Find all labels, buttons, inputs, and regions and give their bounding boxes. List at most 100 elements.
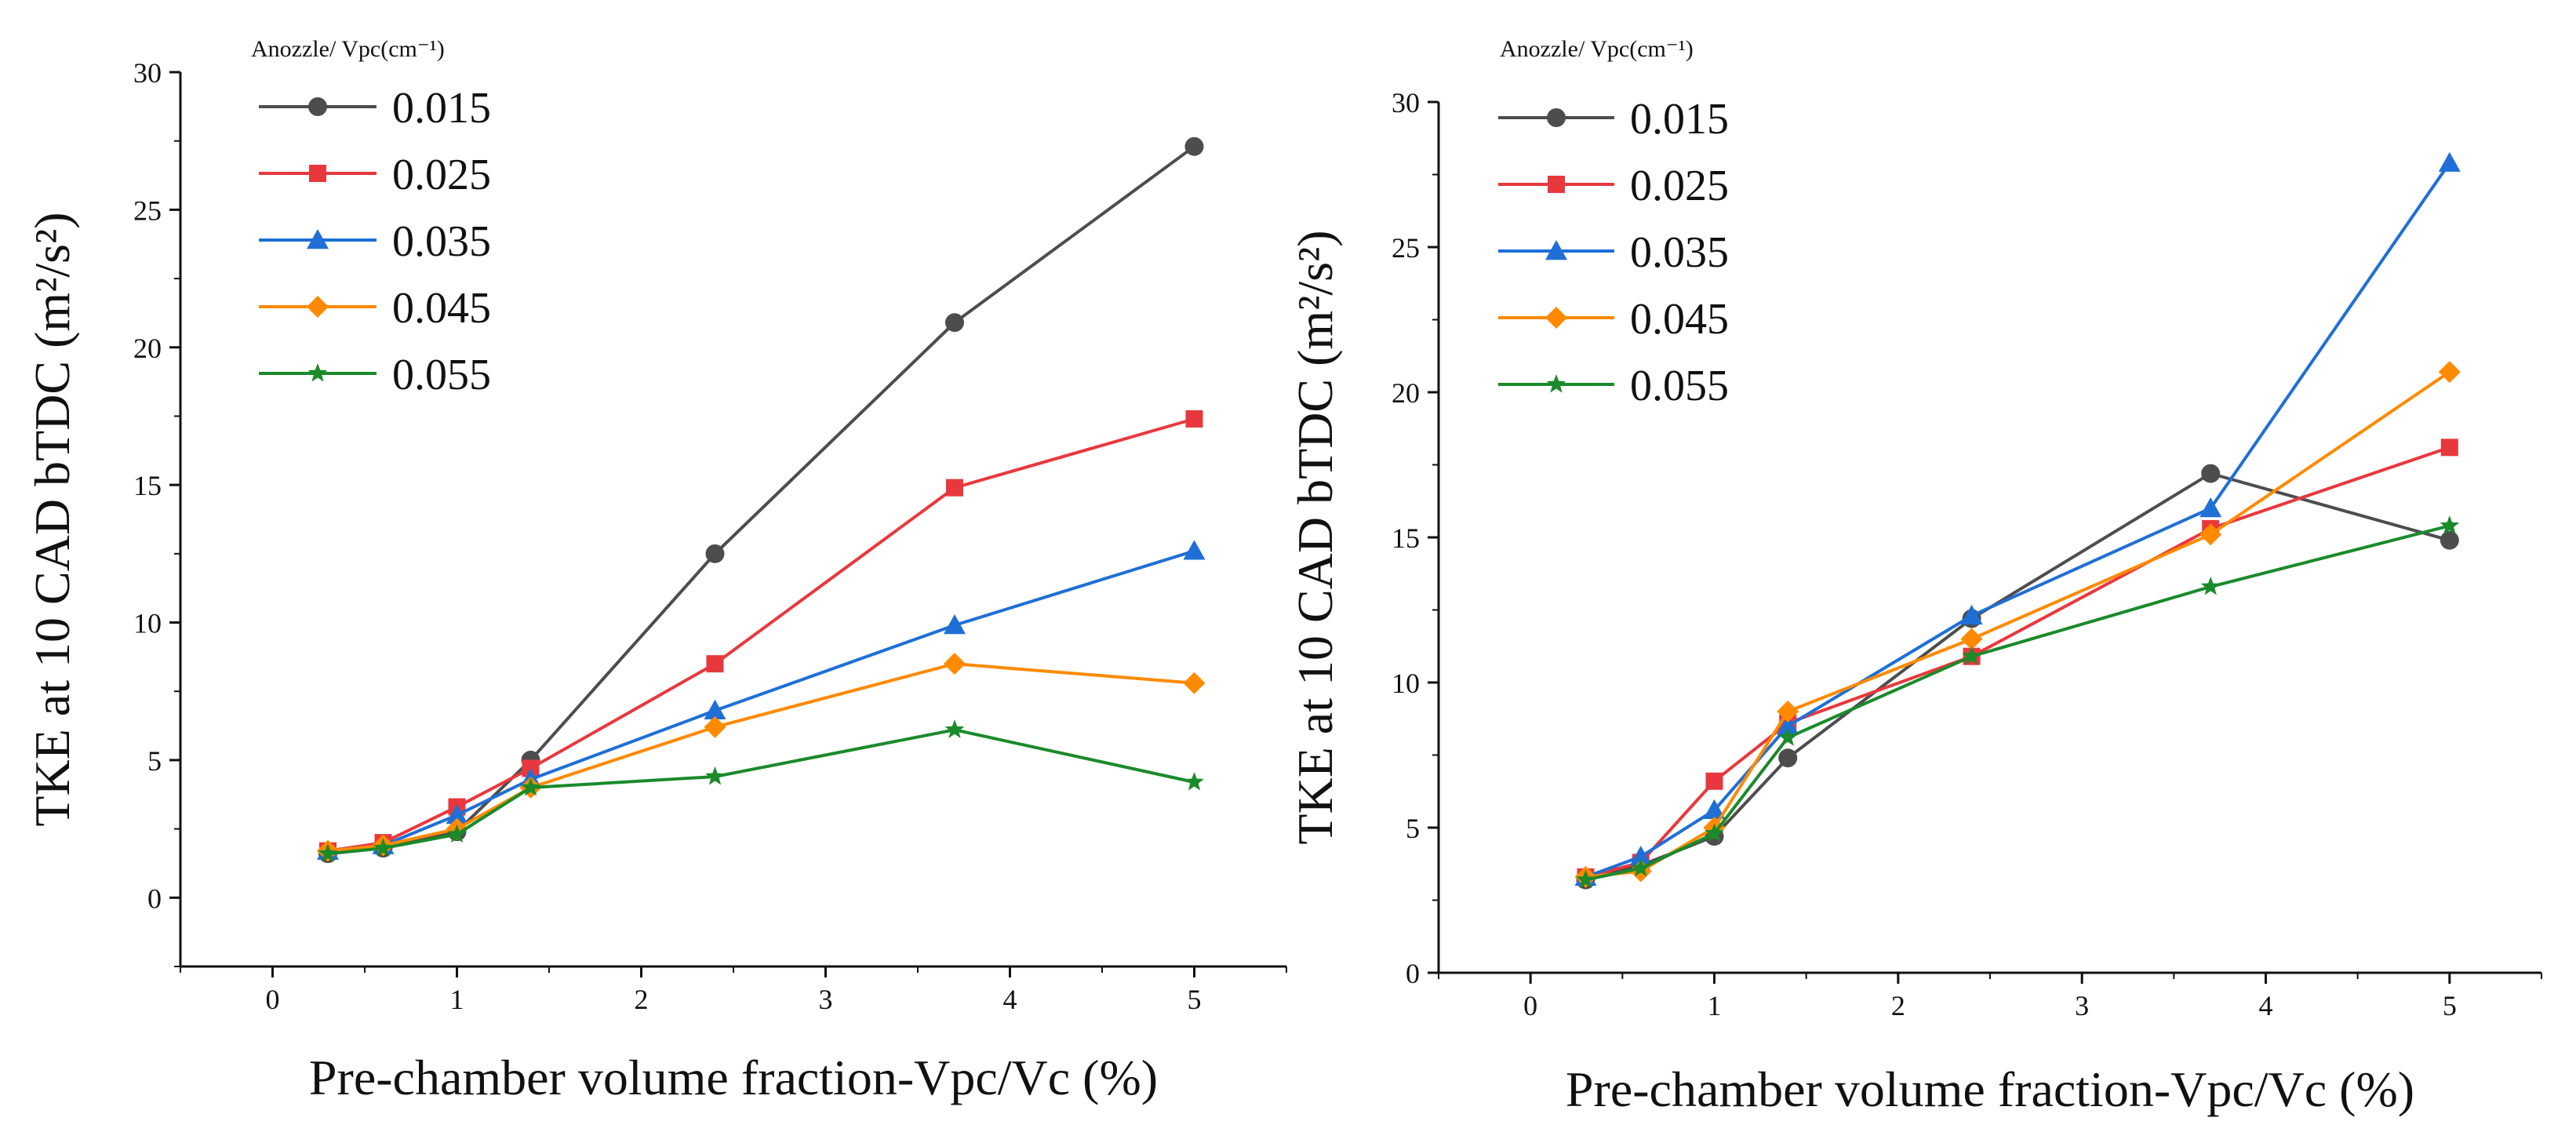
legend-label: 0.035 — [1630, 228, 1729, 277]
data-point — [944, 653, 966, 675]
data-point — [447, 824, 467, 843]
y-tick-label: 10 — [133, 608, 162, 639]
data-point — [1183, 672, 1206, 694]
data-point — [2440, 530, 2459, 550]
data-point — [2201, 464, 2221, 483]
x-tick-label: 4 — [2259, 990, 2273, 1021]
data-point — [1962, 646, 1981, 665]
data-point — [1777, 727, 1798, 746]
x-tick-label: 2 — [1891, 990, 1905, 1021]
chart-panel-2: 0 5 10 15 20 25 30 0 1 2 3 4 5 Pre-chamber volume fra… — [1287, 36, 2542, 1117]
data-point — [1960, 604, 1983, 625]
y-tick-label: 10 — [1392, 668, 1420, 699]
legend-title: Anozzle/ Vpc(cm⁻¹) — [1500, 36, 1694, 62]
series-0.055 — [1576, 515, 2460, 889]
y-tick-label: 25 — [1392, 232, 1420, 264]
x-tick-label: 2 — [635, 984, 649, 1015]
data-point — [1184, 137, 1204, 156]
data-point — [1778, 748, 1798, 768]
x-tick-label: 1 — [450, 984, 464, 1015]
legend-marker — [307, 296, 329, 318]
data-point — [704, 699, 726, 719]
data-point — [446, 804, 468, 824]
series-0.045 — [1574, 361, 2461, 888]
data-point — [1631, 857, 1651, 877]
data-point — [2200, 576, 2221, 595]
y-tick-label: 25 — [133, 195, 162, 226]
legend-label: 0.015 — [392, 84, 491, 133]
data-point — [705, 766, 725, 785]
data-point — [705, 544, 725, 563]
x-tick-label: 3 — [819, 984, 833, 1015]
data-point — [2438, 151, 2461, 172]
data-point — [1183, 540, 1206, 560]
data-point — [1184, 772, 1204, 791]
x-tick-label: 4 — [1003, 984, 1017, 1015]
legend-label: 0.055 — [1630, 362, 1729, 410]
y-tick-label: 0 — [147, 883, 162, 914]
y-tick-label: 15 — [133, 470, 162, 501]
x-axis-title: Pre-chamber volume fraction-Vpc/Vc (%) — [1566, 1061, 2414, 1117]
series-0.045 — [317, 653, 1206, 862]
legend-title: Anozzle/ Vpc(cm⁻¹) — [251, 36, 445, 62]
x-axis-title: Pre-chamber volume fraction-Vpc/Vc (%) — [309, 1050, 1158, 1105]
x-tick-label: 5 — [2443, 990, 2457, 1021]
legend-label: 0.045 — [1630, 295, 1729, 344]
legend-label: 0.025 — [1630, 162, 1729, 210]
legend-marker — [1547, 108, 1566, 127]
data-point — [946, 479, 963, 497]
data-point — [2199, 497, 2222, 518]
series-0.025 — [319, 410, 1203, 860]
legend-marker — [307, 229, 329, 249]
x-tick-label: 0 — [266, 984, 280, 1015]
data-point — [944, 719, 965, 738]
data-point — [2440, 515, 2460, 534]
legend-marker — [1548, 176, 1565, 193]
y-tick-label: 0 — [1406, 958, 1420, 989]
data-point — [706, 655, 724, 673]
data-point — [704, 715, 726, 738]
legend-marker — [308, 97, 327, 116]
data-point — [318, 843, 338, 862]
data-point — [2199, 523, 2222, 546]
data-point — [1576, 869, 1595, 889]
data-point — [373, 838, 393, 857]
data-point — [1705, 823, 1724, 842]
legend-marker — [1545, 307, 1567, 329]
y-tick-label: 15 — [1392, 522, 1420, 554]
series-line — [327, 417, 1195, 853]
legend-marker — [1546, 374, 1566, 393]
data-point — [1777, 701, 1799, 723]
x-tick-label: 5 — [1188, 984, 1202, 1015]
data-point — [522, 759, 540, 777]
data-point — [1777, 715, 1799, 735]
x-tick-label: 1 — [1708, 990, 1722, 1021]
legend-label: 0.025 — [392, 151, 491, 199]
data-point — [945, 313, 964, 333]
y-tick-label: 20 — [1392, 377, 1420, 409]
legend-label: 0.015 — [1630, 95, 1729, 144]
series-0.055 — [318, 719, 1204, 862]
data-point — [1629, 846, 1652, 866]
x-tick-label: 3 — [2075, 990, 2089, 1021]
data-point — [944, 614, 966, 635]
y-tick-label: 30 — [133, 57, 162, 89]
data-point — [1185, 410, 1203, 428]
y-tick-label: 30 — [1392, 87, 1420, 118]
data-point — [521, 777, 540, 796]
x-tick-label: 0 — [1523, 990, 1537, 1021]
y-tick-label: 5 — [147, 745, 162, 777]
data-point — [1960, 628, 1983, 650]
chart-panel-1: 0 5 10 15 20 25 30 0 1 2 3 4 5 Pre-chamber volume fra… — [24, 36, 1287, 1105]
y-axis-title: TKE at 10 CAD bTDC (m²/s²) — [24, 212, 80, 826]
legend-marker — [309, 165, 326, 182]
y-axis-title: TKE at 10 CAD bTDC (m²/s²) — [1287, 230, 1343, 844]
data-point — [1705, 772, 1723, 790]
data-point — [1703, 799, 1726, 819]
legend-marker — [307, 363, 328, 382]
legend-label: 0.045 — [392, 284, 491, 333]
y-tick-label: 20 — [133, 333, 162, 364]
legend-label: 0.035 — [392, 217, 491, 266]
legend-marker — [1545, 240, 1567, 260]
